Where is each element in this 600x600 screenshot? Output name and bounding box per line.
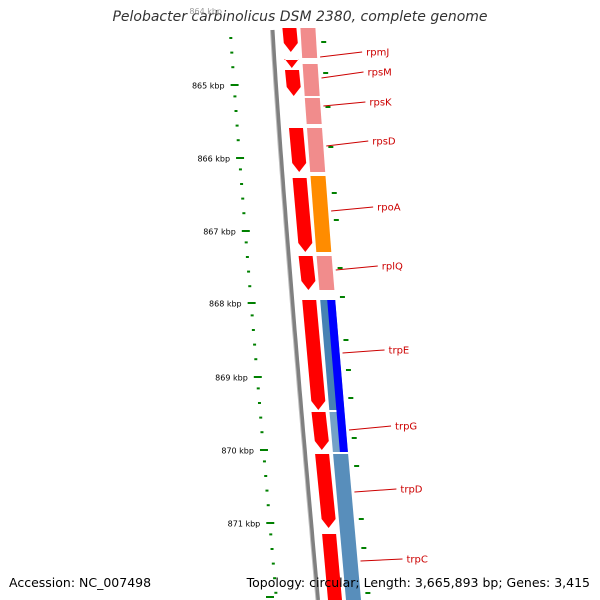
- leader-line: [320, 51, 363, 58]
- kbp-label-top: 864 kbp: [189, 7, 222, 16]
- leader-line: [323, 101, 366, 107]
- gene-label: rplQ: [382, 262, 403, 273]
- leader-line: [354, 488, 397, 493]
- cds-arrow: [315, 454, 336, 528]
- genome-summary: Topology: circular; Length: 3,665,893 bp…: [246, 575, 590, 590]
- gene-box: [310, 176, 332, 252]
- cds-arrow: [292, 178, 313, 252]
- leader-line: [326, 140, 369, 147]
- gene-features: [282, 28, 361, 600]
- gene-box: [302, 64, 320, 96]
- kbp-label: 866 kbp: [197, 155, 230, 164]
- gene-label: trpD: [400, 485, 422, 496]
- gene-label: trpG: [395, 422, 417, 433]
- kbp-label: 871 kbp: [228, 520, 261, 529]
- gene-box: [307, 128, 326, 172]
- genome-backbone: [270, 29, 320, 600]
- leader-line: [321, 71, 364, 79]
- gene-label: rpsD: [372, 137, 396, 148]
- kbp-ruler: 865 kbp 866 kbp 867 kbp 868 kbp 869 kbp 870 k…: [189, 7, 371, 598]
- kbp-label: 867 kbp: [203, 228, 236, 237]
- cds-arrow: [311, 412, 329, 450]
- genome-title: Pelobacter carbinolicus DSM 2380, comple…: [112, 9, 488, 25]
- trpE-box: [327, 300, 348, 452]
- gene-label: rpmJ: [366, 48, 389, 59]
- cds-arrow: [289, 128, 307, 172]
- backbone-line: [270, 29, 320, 600]
- gene-labels: rpmJ rpsM rpsK rpsD rpoA rplQ trpE trpG trpD trpC: [320, 48, 428, 566]
- gene-box: [304, 98, 322, 124]
- leader-line: [335, 265, 378, 271]
- gene-label: rpoA: [377, 203, 401, 214]
- leader-line: [331, 206, 374, 212]
- gene-box: [300, 28, 318, 58]
- gene-box: [333, 454, 361, 600]
- cds-arrow: [298, 256, 316, 290]
- leader-line: [342, 349, 385, 354]
- kbp-label: 869 kbp: [215, 374, 248, 383]
- cds-arrow: [282, 28, 298, 52]
- leader-line: [360, 558, 403, 562]
- cds-arrow: [302, 300, 326, 410]
- gene-label: trpE: [389, 346, 410, 357]
- cds-arrow: [322, 534, 342, 600]
- cds-arrow: [284, 59, 299, 68]
- gene-box: [316, 256, 335, 290]
- accession-label: Accession: NC_007498: [9, 575, 152, 590]
- backbone-highlight: [270, 29, 317, 600]
- gene-label: rpsK: [369, 98, 392, 109]
- kbp-label: 868 kbp: [209, 300, 242, 309]
- kbp-label: 870 kbp: [221, 447, 254, 456]
- gene-label: trpC: [407, 555, 428, 566]
- leader-line: [348, 425, 392, 431]
- kbp-label: 865 kbp: [192, 82, 225, 91]
- cds-arrow: [285, 70, 301, 96]
- gene-label: rpsM: [367, 68, 391, 79]
